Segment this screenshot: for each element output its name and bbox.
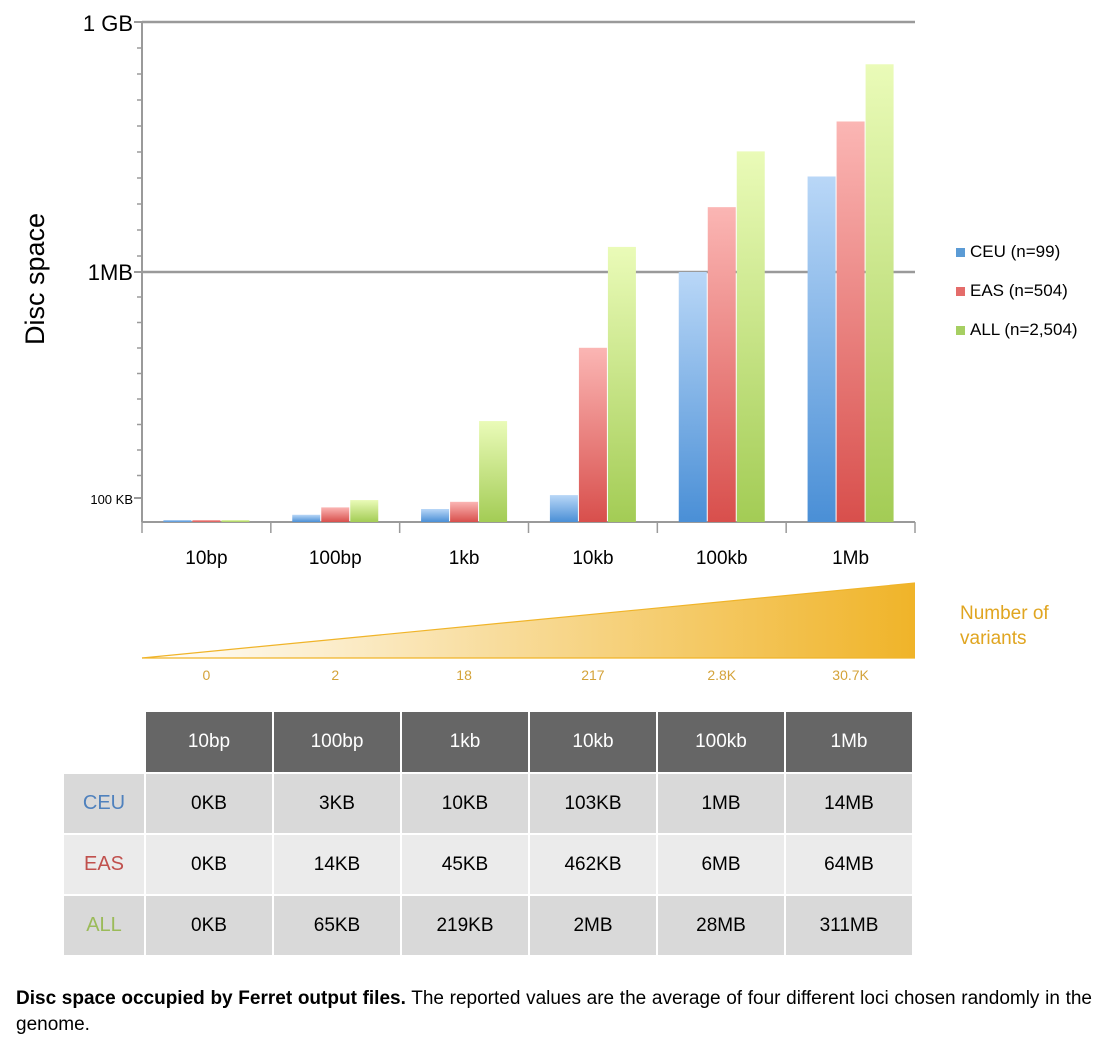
legend-label: EAS (n=504) (970, 281, 1068, 300)
bar-all (736, 151, 765, 522)
variants-title: variants (960, 628, 1027, 649)
table-col-header: 10bp (146, 712, 272, 774)
variant-count-label: 217 (581, 667, 605, 683)
axes (134, 21, 916, 533)
labels: 100 KB 1MB 1 GB Disc space 10bp 100bp 1kb 10kb 1… (20, 11, 869, 569)
row-label-ceu: CEU (64, 774, 144, 835)
bars (163, 64, 894, 523)
bar-ceu (292, 514, 321, 522)
y-axis-title: Disc space (20, 213, 50, 345)
legend-label: ALL (n=2,504) (970, 320, 1078, 339)
table-cell: 311MB (786, 896, 912, 957)
figure-caption: Disc space occupied by Ferret output fil… (16, 986, 1092, 1038)
table-col-header: 100bp (274, 712, 400, 774)
bar-ceu (549, 495, 578, 522)
x-tick-label: 100kb (696, 548, 748, 569)
bar-eas (836, 121, 865, 523)
table-corner (64, 712, 144, 774)
bar-eas (192, 520, 221, 522)
variant-count-label: 2 (331, 667, 339, 683)
y-tick-label: 100 KB (90, 492, 133, 507)
table-row: CEU 0KB 3KB 10KB 103KB 1MB 14MB (64, 774, 912, 835)
table-cell: 6MB (658, 835, 784, 896)
legend-swatch (956, 287, 965, 296)
row-label-eas: EAS (64, 835, 144, 896)
x-tick-label: 100bp (309, 548, 362, 569)
table-header-row: 10bp 100bp 1kb 10kb 100kb 1Mb (64, 712, 912, 774)
bar-eas (321, 507, 350, 522)
variant-count-label: 0 (203, 667, 211, 683)
bar-ceu (807, 176, 836, 523)
bar-eas (450, 501, 479, 522)
variant-count-label: 18 (456, 667, 472, 683)
bar-ceu (163, 520, 192, 522)
table-cell: 219KB (402, 896, 528, 957)
table-row: EAS 0KB 14KB 45KB 462KB 6MB 64MB (64, 835, 912, 896)
row-label-all: ALL (64, 896, 144, 957)
bar-eas (707, 207, 736, 523)
data-table: 10bp 100bp 1kb 10kb 100kb 1Mb CEU 0KB 3K… (62, 712, 914, 957)
table-col-header: 10kb (530, 712, 656, 774)
x-tick-label: 10kb (572, 548, 613, 569)
variants-triangle-edge (141, 582, 916, 659)
bar-ceu (421, 509, 450, 522)
table-cell: 0KB (146, 896, 272, 957)
legend-label: CEU (n=99) (970, 242, 1060, 261)
x-tick-label: 1kb (449, 548, 480, 569)
table-cell: 45KB (402, 835, 528, 896)
legend-swatch (956, 248, 965, 257)
variant-count-label: 30.7K (832, 667, 869, 683)
table-cell: 3KB (274, 774, 400, 835)
table-cell: 28MB (658, 896, 784, 957)
bar-all (479, 421, 508, 522)
table-cell: 10KB (402, 774, 528, 835)
table-col-header: 1Mb (786, 712, 912, 774)
chart: 100 KB 1MB 1 GB Disc space 10bp 100bp 1kb 10kb 1… (20, 11, 1078, 683)
bar-ceu (678, 272, 707, 522)
legend: CEU (n=99) EAS (n=504) ALL (n=2,504) (956, 242, 1078, 339)
caption-text: The reported values are the average of f… (16, 988, 1092, 1035)
variant-count-label: 2.8K (707, 667, 736, 683)
legend-swatch (956, 326, 965, 335)
x-tick-label: 1Mb (832, 548, 869, 569)
table-cell: 65KB (274, 896, 400, 957)
gridlines (142, 20, 915, 274)
table-cell: 14KB (274, 835, 400, 896)
bar-eas (578, 347, 607, 522)
x-tick-label: 10bp (185, 548, 227, 569)
table-cell: 462KB (530, 835, 656, 896)
table-cell: 2MB (530, 896, 656, 957)
table-col-header: 100kb (658, 712, 784, 774)
table-cell: 64MB (786, 835, 912, 896)
table-cell: 0KB (146, 774, 272, 835)
bar-all (350, 500, 379, 522)
y-tick-label: 1MB (88, 260, 133, 285)
bar-all (221, 520, 250, 522)
variants-title: Number of (960, 603, 1049, 624)
variants-wedge: 0 2 18 217 2.8K 30.7K Number of variants (141, 582, 1049, 683)
table-cell: 0KB (146, 835, 272, 896)
table-cell: 1MB (658, 774, 784, 835)
table-col-header: 1kb (402, 712, 528, 774)
table-row: ALL 0KB 65KB 219KB 2MB 28MB 311MB (64, 896, 912, 957)
bar-all (865, 64, 894, 523)
table-cell: 14MB (786, 774, 912, 835)
y-tick-label: 1 GB (83, 11, 133, 36)
caption-bold: Disc space occupied by Ferret output fil… (16, 988, 406, 1009)
bar-all (607, 246, 636, 522)
table-cell: 103KB (530, 774, 656, 835)
